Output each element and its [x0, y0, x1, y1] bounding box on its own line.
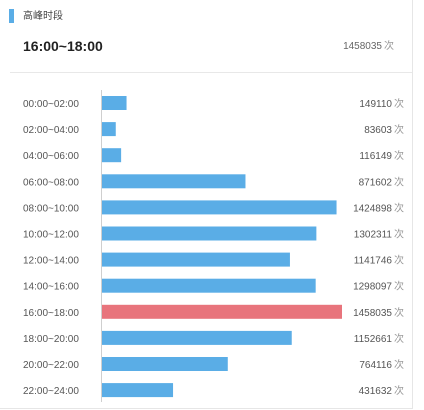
peak-time-range: 16:00~18:00 [23, 38, 103, 54]
count-unit: 次 [394, 149, 404, 162]
time-slot-label: 04:00~06:00 [23, 151, 79, 162]
bar[interactable] [102, 357, 228, 371]
count-unit: 次 [394, 123, 404, 136]
bar[interactable] [102, 252, 290, 267]
count-unit: 次 [394, 175, 404, 188]
count-value: 1152661 [354, 334, 393, 345]
time-slot-label: 18:00~20:00 [23, 334, 79, 345]
bar[interactable] [102, 330, 292, 345]
time-slot-label: 08:00~10:00 [23, 203, 79, 214]
count-value: 431632 [359, 386, 393, 397]
count-value: 1458035 [353, 308, 392, 319]
count-value: 83603 [364, 125, 392, 136]
count-value: 1298097 [353, 282, 392, 293]
peak-hours-card: 高峰时段 16:00~18:00 1458035 次 [0, 0, 413, 409]
count-value: 149110 [359, 99, 392, 110]
count-unit: 次 [394, 97, 404, 110]
bar[interactable] [102, 200, 337, 215]
bar[interactable] [102, 122, 116, 137]
count-value: 871602 [359, 177, 393, 188]
bar[interactable] [102, 148, 122, 163]
bar[interactable] [102, 278, 316, 293]
peak-count-unit: 次 [384, 41, 394, 52]
time-slot-label: 10:00~12:00 [23, 230, 79, 241]
count-value: 1424898 [353, 203, 392, 214]
bar[interactable] [102, 383, 174, 398]
bar[interactable] [102, 226, 317, 241]
count-value: 1302311 [354, 230, 393, 241]
divider [10, 72, 412, 73]
time-slot-label: 20:00~22:00 [23, 360, 79, 371]
count-value: 764116 [359, 360, 392, 371]
bar[interactable] [102, 96, 127, 110]
count-unit: 次 [394, 254, 404, 267]
time-slot-label: 16:00~18:00 [23, 308, 79, 319]
peak-count: 1458035 次 [343, 40, 394, 54]
section-accent-marker [9, 9, 14, 23]
time-slot-label: 12:00~14:00 [23, 256, 79, 267]
count-unit: 次 [394, 228, 404, 241]
time-slot-label: 22:00~24:00 [23, 386, 79, 397]
count-unit: 次 [394, 306, 404, 319]
time-slot-label: 02:00~04:00 [23, 125, 79, 136]
count-unit: 次 [394, 332, 404, 345]
count-unit: 次 [394, 358, 404, 371]
count-value: 1141746 [354, 256, 393, 267]
time-slot-label: 06:00~08:00 [23, 177, 79, 188]
time-slot-label: 14:00~16:00 [23, 282, 79, 293]
bar[interactable] [102, 174, 246, 189]
section-title: 高峰时段 [23, 11, 63, 22]
count-unit: 次 [394, 201, 404, 214]
time-slot-label: 00:00~02:00 [23, 99, 79, 110]
count-value: 116149 [359, 151, 392, 162]
count-unit: 次 [394, 280, 404, 293]
count-unit: 次 [394, 384, 404, 397]
bar-peak-highlight[interactable] [102, 304, 342, 319]
peak-count-value: 1458035 [343, 41, 382, 52]
